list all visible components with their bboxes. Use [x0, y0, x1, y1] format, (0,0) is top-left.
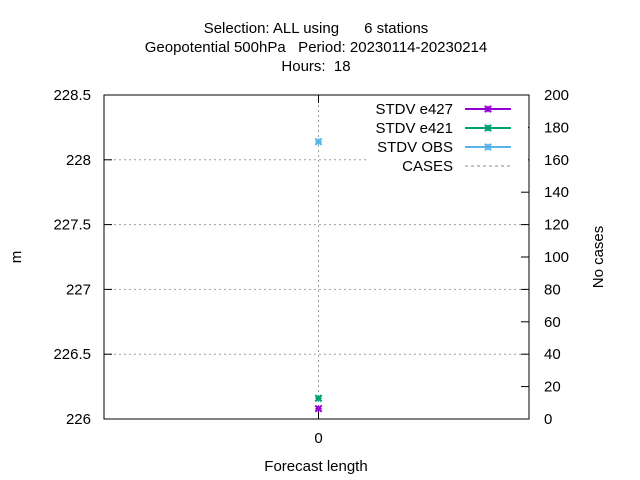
legend-label: STDV e427: [375, 101, 453, 118]
y2-tick-label: 120: [544, 217, 569, 234]
y2-tick-label: 140: [544, 184, 569, 201]
data-point: [314, 137, 323, 146]
plot-area-border: [103, 94, 530, 420]
y2-tick-label: 0: [544, 411, 552, 428]
legend-marker: [484, 124, 492, 132]
data-point: [314, 404, 323, 413]
y2-tick-label: 100: [544, 249, 569, 266]
y-tick-label: 228: [66, 152, 91, 169]
legend-label: STDV e421: [375, 120, 453, 137]
legend-label: STDV OBS: [377, 139, 453, 156]
y2-axis-label: No cases: [590, 226, 607, 289]
legend-marker: [484, 105, 492, 113]
legend-label: CASES: [402, 158, 453, 175]
y-tick-label: 226: [66, 411, 91, 428]
y-tick-label: 227.5: [53, 217, 91, 234]
title-line-1: Selection: ALL using 6 stations: [204, 20, 429, 37]
chart-title: Selection: ALL using 6 stations Geopoten…: [145, 20, 488, 75]
legend: STDV e427 STDV e421 STDV OBS CASES: [366, 96, 528, 178]
y-axis-label: m: [8, 251, 25, 264]
data-point: [314, 394, 323, 403]
y2-axis-ticks: 0 20 40 60 80 100 120 140 160 180 200: [521, 87, 569, 428]
x-axis-ticks: 0: [314, 95, 323, 447]
legend-marker: [484, 143, 492, 151]
y-tick-label: 226.5: [53, 346, 91, 363]
y2-tick-label: 200: [544, 87, 569, 104]
x-tick-label: 0: [314, 430, 322, 447]
data-points: [314, 137, 323, 413]
y2-tick-label: 80: [544, 281, 561, 298]
y2-tick-label: 60: [544, 314, 561, 331]
y-tick-label: 227: [66, 281, 91, 298]
y2-tick-label: 40: [544, 346, 561, 363]
y2-tick-label: 180: [544, 119, 569, 136]
y-axis-ticks: 226 226.5 227 227.5 228 228.5: [53, 87, 112, 428]
x-axis-label: Forecast length: [264, 458, 367, 475]
y2-tick-label: 160: [544, 152, 569, 169]
y-tick-label: 228.5: [53, 87, 91, 104]
grid: [104, 95, 529, 419]
title-line-3: Hours: 18: [281, 58, 350, 75]
title-line-2: Geopotential 500hPa Period: 20230114-202…: [145, 39, 488, 56]
y2-tick-label: 20: [544, 379, 561, 396]
